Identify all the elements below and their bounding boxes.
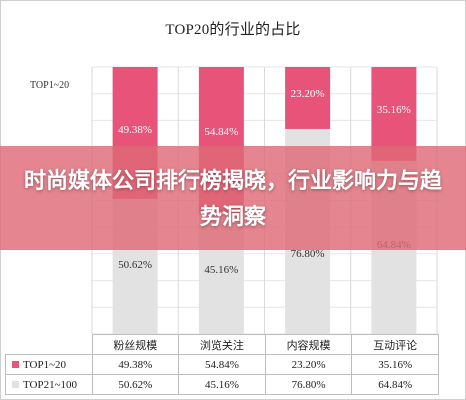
table-column-header: 粉丝规模: [91, 334, 180, 355]
headline-text: 时尚媒体公司排行榜揭晓，行业影响力与趋势洞察: [23, 169, 442, 230]
table-column-header: 浏览关注: [178, 334, 266, 355]
table-cell: 49.38%: [91, 354, 180, 375]
data-label: 54.84%: [204, 126, 238, 138]
table-cell: 35.16%: [351, 354, 439, 375]
bar-top1-20: [285, 67, 331, 129]
series-axis-label: TOP1~20: [30, 80, 69, 91]
table-row: TOP1~20 49.38% 54.84% 23.20% 35.16%: [5, 354, 439, 375]
legend-swatch-top1-20: [12, 361, 19, 369]
data-label: 35.16%: [377, 104, 411, 116]
table-header-row: 粉丝规模 浏览关注 内容规模 互动评论: [5, 334, 439, 355]
table-cell: 50.62%: [91, 374, 180, 395]
chart-title: TOP20的行业的占比: [165, 22, 301, 38]
table-cell: 76.80%: [264, 374, 353, 395]
table-cell: 64.84%: [351, 374, 439, 395]
data-label: 50.62%: [118, 259, 152, 271]
headline-banner: [0, 146, 466, 250]
table-cell: 23.20%: [264, 354, 353, 375]
table-column-header: 内容规模: [264, 334, 353, 355]
legend-swatch-top21-100: [12, 381, 19, 389]
data-table: 粉丝规模 浏览关注 内容规模 互动评论 TOP1~20 49.38% 54.84…: [5, 334, 439, 395]
data-label: 45.16%: [204, 264, 238, 276]
legend-label: TOP1~20: [23, 358, 67, 371]
table-cell: 45.16%: [178, 374, 266, 395]
table-row-label: TOP1~20: [5, 354, 93, 375]
data-label: 49.38%: [118, 124, 152, 136]
legend-label: TOP21~100: [23, 378, 78, 391]
table-column-header: 互动评论: [351, 334, 439, 355]
table-cell: 54.84%: [178, 354, 266, 375]
bar-top1-20: [371, 67, 417, 161]
data-label: 76.80%: [291, 248, 325, 260]
data-label: 23.20%: [291, 88, 325, 100]
table-corner: [5, 334, 93, 355]
table-row-label: TOP21~100: [5, 374, 93, 395]
table-row: TOP21~100 50.62% 45.16% 76.80% 64.84%: [5, 374, 439, 395]
